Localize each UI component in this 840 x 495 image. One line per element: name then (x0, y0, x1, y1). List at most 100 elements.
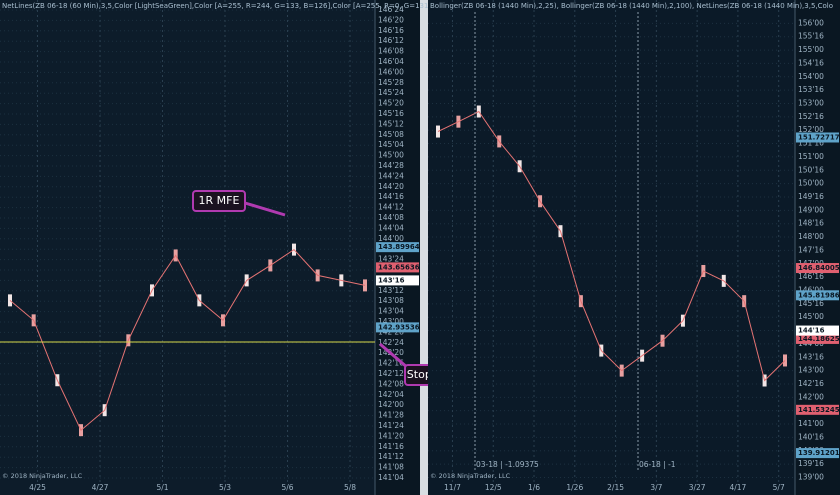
price-marker (796, 325, 839, 336)
price-tick-label: 141'12 (378, 452, 404, 461)
price-marker-label: 143.65636 (378, 263, 420, 271)
price-tick-label: 145'24 (378, 88, 404, 97)
price-tick-label: 154'16 (798, 58, 824, 67)
price-tick-label: 145'00 (798, 312, 824, 321)
price-line (437, 110, 786, 382)
date-label: 4/25 (29, 483, 46, 492)
price-tick-label: 141'04 (378, 473, 404, 482)
price-tick-label: 141'16 (378, 442, 404, 451)
date-label: 3/27 (689, 483, 706, 492)
price-tick-label: 146'12 (378, 36, 404, 45)
price-tick-label: 150'00 (798, 179, 824, 188)
price-marker-label: 142.93536 (378, 323, 420, 331)
price-tick-label: 145'00 (378, 151, 404, 160)
price-tick-label: 152'16 (798, 112, 824, 121)
price-tick-label: 142'04 (378, 390, 404, 399)
price-marker (796, 263, 839, 274)
price-tick-label: 142'08 (378, 379, 404, 388)
candle (8, 294, 12, 307)
price-marker-label: 143'16 (378, 276, 405, 284)
price-tick-label: 144'20 (378, 182, 404, 191)
price-tick-label: 140'16 (798, 432, 824, 441)
price-marker-label: 143.89964 (378, 243, 420, 251)
price-tick-label: 142'16 (798, 379, 824, 388)
rollover-label: 03-18 | -1.09375 (476, 460, 539, 469)
annotation-box (192, 190, 246, 212)
price-marker (376, 242, 419, 253)
price-tick-label: 141'28 (378, 411, 404, 420)
price-tick-label: 144'16 (378, 192, 404, 201)
date-label: 4/17 (729, 483, 746, 492)
date-label: 5/3 (219, 483, 231, 492)
price-tick-label: 143'24 (378, 255, 404, 264)
annotation: 1R MFE (199, 194, 240, 207)
price-marker (796, 333, 839, 344)
plot-area (0, 0, 375, 495)
mfe-arrow (244, 201, 286, 217)
date-label: 2/15 (607, 483, 624, 492)
price-marker-label: 145.81986 (798, 291, 840, 299)
price-tick-label: 144'04 (378, 223, 404, 232)
price-tick-label: 146'20 (378, 15, 404, 24)
price-tick-label: 145'28 (378, 78, 404, 87)
price-tick-label: 148'16 (798, 219, 824, 228)
price-tick-label: 145'08 (378, 130, 404, 139)
price-tick-label: 144'00 (378, 234, 404, 243)
price-tick-label: 152'00 (798, 125, 824, 134)
price-tick-label: 144'08 (378, 213, 404, 222)
date-label: 1/6 (528, 483, 540, 492)
price-tick-label: 145'16 (378, 109, 404, 118)
price-tick-label: 141'00 (798, 419, 824, 428)
price-tick-label: 145'20 (378, 99, 404, 108)
price-marker-label: 151.72717 (798, 133, 840, 141)
price-tick-label: 144'28 (378, 161, 404, 170)
price-tick-label: 144'24 (378, 171, 404, 180)
price-tick-label: 146'00 (378, 67, 404, 76)
price-marker-label: 141.53245 (798, 406, 840, 414)
price-tick-label: 155'16 (798, 32, 824, 41)
price-tick-label: 156'00 (798, 18, 824, 27)
price-tick-label: 141'08 (378, 463, 404, 472)
price-marker-label: 144'16 (798, 327, 825, 335)
price-tick-label: 148'00 (798, 232, 824, 241)
candle (436, 125, 440, 138)
price-marker-label: 144.18625 (798, 335, 840, 343)
price-tick-label: 145'04 (378, 140, 404, 149)
price-tick-label: 144'12 (378, 203, 404, 212)
price-tick-label: 142'00 (378, 400, 404, 409)
price-marker (376, 275, 419, 286)
price-line (9, 248, 366, 432)
price-tick-label: 143'04 (378, 307, 404, 316)
date-label: 1/26 (566, 483, 583, 492)
date-label: 3/7 (650, 483, 662, 492)
price-tick-label: 146'16 (378, 26, 404, 35)
price-tick-label: 146'00 (798, 285, 824, 294)
price-marker (376, 262, 419, 273)
price-tick-label: 142'24 (378, 338, 404, 347)
date-label: 5/8 (344, 483, 356, 492)
price-tick-label: 139'16 (798, 459, 824, 468)
panel-separator (420, 0, 428, 495)
date-label: 4/27 (92, 483, 109, 492)
price-marker (796, 448, 839, 459)
plot-area (428, 0, 795, 495)
date-label: 5/7 (773, 483, 785, 492)
price-marker-label: 139.91201 (798, 449, 840, 457)
price-marker (796, 290, 839, 301)
price-tick-label: 139'00 (798, 472, 824, 481)
price-tick-label: 151'00 (798, 152, 824, 161)
price-tick-label: 143'08 (378, 296, 404, 305)
price-tick-label: 142'16 (378, 359, 404, 368)
panel-header: Bollinger(ZB 06-18 (1440 Min),2,25), Bol… (430, 2, 833, 10)
price-tick-label: 153'00 (798, 98, 824, 107)
price-tick-label: 146'16 (798, 272, 824, 281)
price-tick-label: 142'12 (378, 369, 404, 378)
panel-header: NetLines(ZB 06-18 (60 Min),3,5,Color [Li… (2, 2, 428, 10)
date-label: 11/7 (444, 483, 461, 492)
copyright: © 2018 NinjaTrader, LLC (2, 472, 83, 480)
date-label: 5/1 (156, 483, 168, 492)
price-tick-label: 147'16 (798, 245, 824, 254)
price-tick-label: 146'04 (378, 57, 404, 66)
price-marker (796, 404, 839, 415)
